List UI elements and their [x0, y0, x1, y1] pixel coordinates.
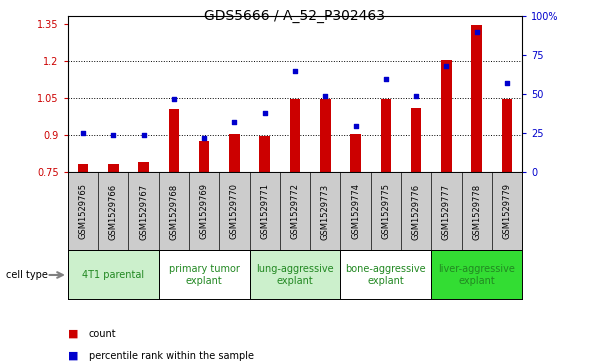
Text: GSM1529772: GSM1529772 [290, 183, 300, 240]
Text: GSM1529774: GSM1529774 [351, 183, 360, 240]
Text: GSM1529768: GSM1529768 [169, 183, 178, 240]
Text: GDS5666 / A_52_P302463: GDS5666 / A_52_P302463 [205, 9, 385, 23]
Point [169, 96, 179, 102]
Text: GSM1529778: GSM1529778 [472, 183, 481, 240]
Bar [320, 99, 330, 172]
Bar [159, 250, 250, 299]
Bar [290, 99, 300, 172]
Point [199, 135, 209, 141]
Bar [381, 99, 391, 172]
Point [109, 132, 118, 138]
Text: GSM1529777: GSM1529777 [442, 183, 451, 240]
Text: primary tumor
explant: primary tumor explant [169, 264, 240, 286]
Bar [260, 136, 270, 172]
Point [320, 93, 330, 99]
Text: cell type: cell type [6, 270, 48, 280]
Text: GSM1529769: GSM1529769 [199, 183, 209, 240]
Text: ■: ■ [68, 351, 78, 361]
Text: GSM1529765: GSM1529765 [78, 183, 87, 240]
Point [381, 76, 391, 82]
Text: GSM1529766: GSM1529766 [109, 183, 118, 240]
Bar [340, 250, 431, 299]
Text: bone-aggressive
explant: bone-aggressive explant [346, 264, 426, 286]
Bar [138, 162, 149, 172]
Text: GSM1529771: GSM1529771 [260, 183, 269, 240]
Text: ■: ■ [68, 329, 78, 339]
Bar [250, 250, 340, 299]
Bar [411, 108, 421, 172]
Text: count: count [88, 329, 116, 339]
Point [442, 64, 451, 69]
Text: GSM1529775: GSM1529775 [381, 183, 391, 240]
Point [260, 110, 270, 116]
Bar [108, 164, 119, 172]
Point [411, 93, 421, 99]
Text: lung-aggressive
explant: lung-aggressive explant [256, 264, 334, 286]
Text: GSM1529773: GSM1529773 [321, 183, 330, 240]
Text: GSM1529776: GSM1529776 [412, 183, 421, 240]
Point [472, 29, 481, 35]
Point [290, 68, 300, 74]
Point [78, 130, 88, 136]
Point [351, 123, 360, 129]
Bar [502, 99, 512, 172]
Text: liver-aggressive
explant: liver-aggressive explant [438, 264, 515, 286]
Text: GSM1529767: GSM1529767 [139, 183, 148, 240]
Point [502, 81, 512, 86]
Bar [441, 60, 452, 172]
Text: GSM1529770: GSM1529770 [230, 183, 239, 240]
Point [230, 119, 239, 125]
Text: percentile rank within the sample: percentile rank within the sample [88, 351, 254, 361]
Bar [169, 109, 179, 172]
Bar [350, 134, 361, 172]
Bar [199, 142, 209, 172]
Bar [229, 134, 240, 172]
Text: GSM1529779: GSM1529779 [503, 183, 512, 240]
Text: 4T1 parental: 4T1 parental [82, 270, 145, 280]
Point [139, 132, 148, 138]
Bar [431, 250, 522, 299]
Bar [78, 164, 88, 172]
Bar [471, 25, 482, 172]
Bar [68, 250, 159, 299]
